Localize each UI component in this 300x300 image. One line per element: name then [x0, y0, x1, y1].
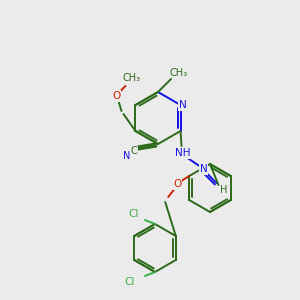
- Text: N: N: [123, 151, 131, 161]
- Text: O: O: [173, 179, 181, 189]
- Text: NH: NH: [175, 148, 190, 158]
- Text: H: H: [220, 185, 227, 195]
- Text: Cl: Cl: [125, 277, 135, 287]
- Text: N: N: [178, 100, 186, 110]
- Text: O: O: [112, 91, 121, 101]
- Text: Cl: Cl: [129, 209, 139, 219]
- Text: CH₃: CH₃: [122, 73, 140, 83]
- Text: CH₃: CH₃: [170, 68, 188, 78]
- Text: N: N: [200, 164, 207, 174]
- Text: C: C: [130, 146, 137, 156]
